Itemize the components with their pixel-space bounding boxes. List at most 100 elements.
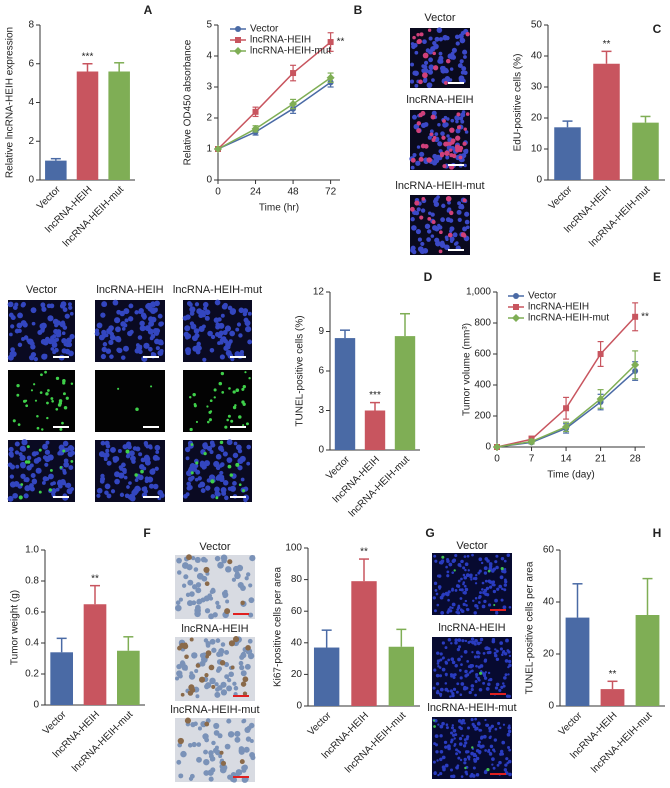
cell [220, 642, 226, 647]
legend-label: lncRNA-HEIH [528, 302, 589, 313]
cell [12, 492, 18, 499]
cell [409, 79, 415, 84]
cell [489, 677, 493, 682]
cell [488, 726, 492, 731]
cell [8, 446, 14, 452]
cell [188, 684, 195, 691]
cell [410, 165, 415, 170]
cell [452, 687, 457, 691]
cell [65, 396, 69, 400]
cell [501, 653, 504, 656]
y-tick-label: 400 [474, 380, 491, 391]
cell [435, 682, 440, 686]
cell [459, 37, 466, 44]
cell [423, 77, 428, 82]
cell [464, 770, 468, 774]
cell [47, 455, 52, 460]
cell [419, 215, 424, 220]
cell [139, 325, 146, 332]
cell [507, 729, 512, 734]
cell [184, 717, 191, 724]
cell [204, 721, 210, 727]
cell [465, 32, 470, 37]
cell [204, 581, 210, 587]
marker [214, 145, 222, 153]
cell [225, 566, 232, 573]
cell [433, 554, 437, 558]
cell [30, 351, 37, 358]
cell [106, 493, 112, 499]
cell [426, 229, 432, 234]
cell [456, 611, 461, 615]
cell [243, 746, 250, 753]
x-tick-label: 21 [595, 454, 607, 465]
cell [432, 40, 437, 46]
cell [444, 682, 448, 685]
micrograph-label: lncRNA-HEIH-mut [173, 284, 262, 296]
cell [431, 78, 435, 82]
cell [465, 737, 469, 741]
cell [473, 655, 477, 659]
cell [504, 763, 508, 767]
cell [215, 600, 220, 606]
marker [289, 100, 298, 109]
cell [467, 665, 471, 669]
cell [8, 301, 14, 308]
cell [433, 65, 439, 71]
significance: ** [603, 39, 611, 50]
cell [441, 765, 446, 770]
cell [187, 476, 194, 482]
y-tick-label: 1.0 [25, 545, 39, 556]
cell [420, 143, 426, 149]
cell [462, 49, 468, 55]
cell [411, 225, 417, 231]
cell [237, 581, 244, 589]
cell [483, 571, 488, 575]
cell [491, 639, 496, 644]
cell [203, 306, 208, 311]
cell [467, 726, 471, 730]
cell [214, 490, 220, 497]
cell [176, 570, 182, 575]
cell [140, 457, 146, 463]
cell [451, 692, 455, 696]
cell [242, 402, 246, 406]
cell [194, 610, 201, 618]
cell [432, 686, 436, 690]
cell [219, 440, 224, 445]
x-tick-label: 72 [325, 187, 337, 198]
cell [102, 453, 107, 458]
cell [491, 757, 495, 762]
cell [463, 127, 467, 131]
cell [439, 772, 443, 776]
cell [96, 487, 103, 494]
cell [129, 329, 134, 335]
cell [17, 342, 23, 348]
cell [455, 41, 460, 46]
cell [444, 661, 449, 665]
cell [191, 652, 198, 659]
cell [227, 731, 235, 738]
cell [500, 685, 504, 689]
cell [62, 392, 66, 396]
bar [45, 160, 67, 180]
cell [414, 83, 419, 88]
cell [463, 163, 467, 168]
cell [235, 444, 242, 451]
cell [185, 333, 192, 339]
cell [473, 611, 477, 615]
cell [101, 329, 107, 336]
y-tick-label: 0 [33, 700, 39, 711]
cell [462, 198, 467, 203]
cell [419, 151, 425, 157]
cell [481, 581, 485, 585]
series-line [217, 81, 332, 150]
cell [239, 455, 246, 463]
cell [209, 347, 215, 353]
cell [186, 301, 192, 306]
cell [213, 461, 220, 468]
y-tick-label: 9 [318, 326, 324, 337]
x-axis-label: Time (day) [547, 470, 594, 481]
cell [31, 478, 38, 485]
cell [458, 742, 463, 746]
